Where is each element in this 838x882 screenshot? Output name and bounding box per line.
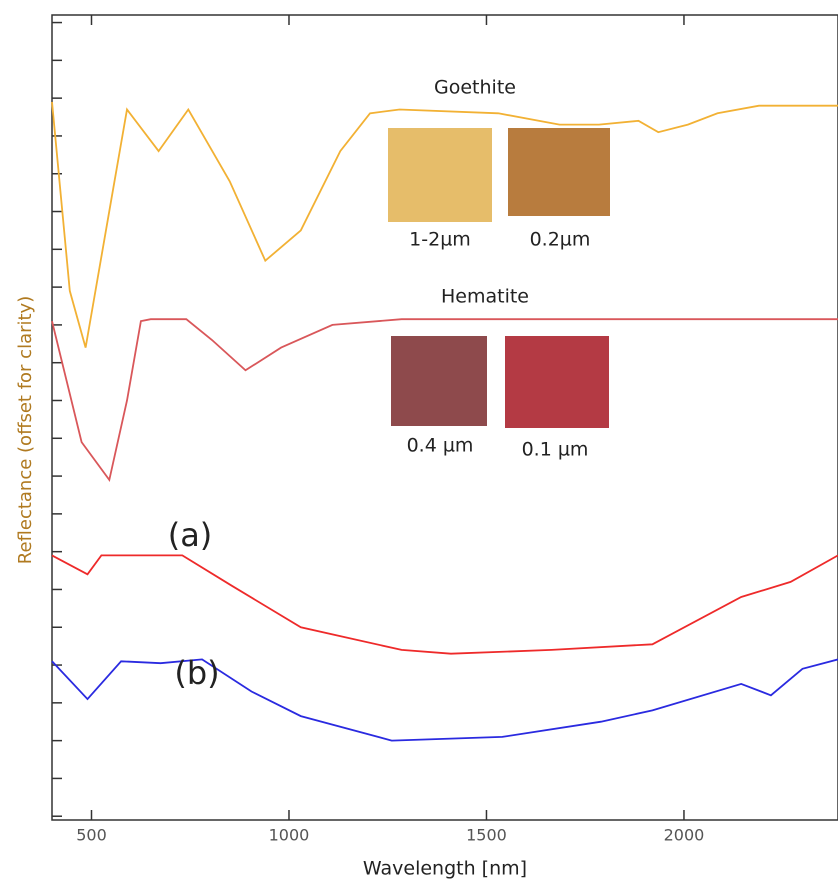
x-tick-label: 1500 <box>466 826 507 845</box>
plot-frame <box>51 14 838 821</box>
series-label: (a) <box>168 516 213 554</box>
x-tick-label: 2000 <box>664 826 705 845</box>
series-line <box>51 318 838 483</box>
swatch <box>508 128 610 216</box>
annotation: 0.2µm <box>530 229 591 251</box>
annotation: 0.4 µm <box>407 435 474 457</box>
series-line <box>51 658 838 742</box>
series-label: (b) <box>174 654 219 692</box>
x-axis-label: Wavelength [nm] <box>363 858 527 880</box>
swatch <box>388 128 492 222</box>
series-line <box>51 554 838 655</box>
annotation: 0.1 µm <box>522 439 589 461</box>
x-tick-label: 1000 <box>269 826 310 845</box>
x-tick-label: 500 <box>76 826 107 845</box>
swatch <box>391 336 487 426</box>
swatch <box>505 336 609 428</box>
series-label: Hematite <box>441 286 529 308</box>
annotation: 1-2µm <box>409 229 471 251</box>
series-label: Goethite <box>434 77 516 99</box>
series-line <box>51 101 838 348</box>
y-axis-label: Reflectance (offset for clarity) <box>15 296 36 564</box>
